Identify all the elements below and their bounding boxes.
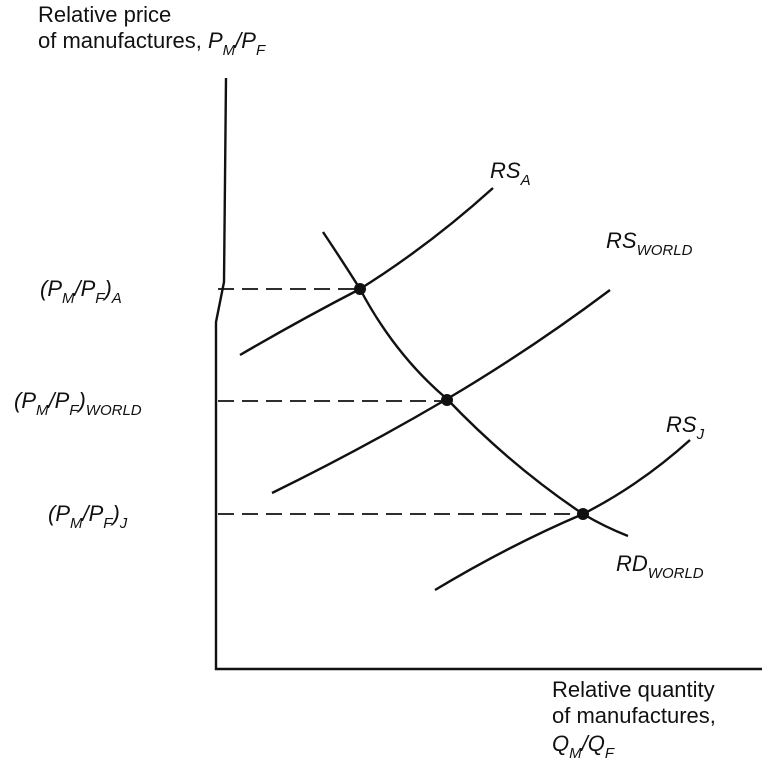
- label-part: P: [208, 28, 223, 53]
- rs-a-curve: [239, 187, 494, 357]
- subscript: M: [569, 745, 582, 762]
- label: Relative quantity: [552, 677, 715, 702]
- label-part: of manufactures,: [552, 703, 716, 728]
- subscript: F: [69, 402, 79, 419]
- label-part: (P: [40, 276, 62, 301]
- subscript: M: [62, 290, 75, 307]
- subscript: F: [256, 42, 266, 59]
- label: of manufactures,: [552, 703, 716, 728]
- label: (PM/PF)A: [40, 276, 122, 307]
- label: of manufactures, PM/PF: [38, 28, 266, 59]
- label: Relative price: [38, 2, 171, 27]
- label-part: Q: [552, 731, 569, 756]
- label-part: ): [101, 276, 111, 301]
- subscript: F: [605, 745, 615, 762]
- label-part: (P: [14, 388, 36, 413]
- label: (PM/PF)WORLD: [14, 388, 142, 419]
- label-part: of manufactures,: [38, 28, 208, 53]
- axes: [214, 77, 762, 671]
- label-part: (P: [48, 501, 70, 526]
- subscript: M: [70, 515, 83, 532]
- equilibrium-point: [354, 283, 366, 295]
- label-part: ): [75, 388, 85, 413]
- rd-world-curve: [322, 231, 629, 538]
- label: RSJ: [666, 412, 705, 443]
- label-part: Relative price: [38, 2, 171, 27]
- subscript: WORLD: [637, 242, 693, 259]
- label-part: RS: [606, 228, 637, 253]
- subscript: F: [103, 515, 113, 532]
- label-part: RS: [666, 412, 697, 437]
- label: RDWORLD: [616, 551, 704, 582]
- label-part: /P: [73, 276, 96, 301]
- label-part: RD: [616, 551, 648, 576]
- label: RSWORLD: [606, 228, 693, 259]
- subscript: A: [111, 290, 122, 307]
- label-part: /Q: [580, 731, 605, 756]
- subscript: M: [36, 402, 49, 419]
- subscript: A: [520, 172, 531, 189]
- label-part: /P: [81, 501, 104, 526]
- label-part: RS: [490, 158, 521, 183]
- label-part: /P: [47, 388, 70, 413]
- label: (PM/PF)J: [48, 501, 128, 532]
- subscript: WORLD: [648, 565, 704, 582]
- equilibrium-point: [441, 394, 453, 406]
- equilibrium-point: [577, 508, 589, 520]
- subscript: WORLD: [86, 402, 142, 419]
- rs-world-curve: [271, 289, 611, 495]
- subscript: F: [95, 290, 105, 307]
- label: RSA: [490, 158, 531, 189]
- label-part: /P: [233, 28, 256, 53]
- subscript: M: [223, 42, 236, 59]
- label: QM/QF: [552, 731, 615, 762]
- label-part: Relative quantity: [552, 677, 715, 702]
- subscript: J: [696, 426, 705, 443]
- subscript: J: [119, 515, 128, 532]
- label-part: ): [109, 501, 119, 526]
